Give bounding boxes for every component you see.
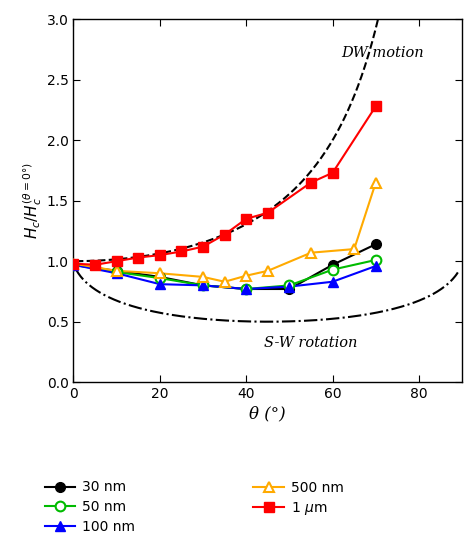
Text: S-W rotation: S-W rotation [264, 336, 358, 351]
X-axis label: θ (°): θ (°) [249, 405, 286, 422]
Text: DW motion: DW motion [341, 46, 424, 60]
Y-axis label: $H_c/H_c^{(\theta=0\degree)}$: $H_c/H_c^{(\theta=0\degree)}$ [20, 162, 44, 239]
Legend: 30 nm, 50 nm, 100 nm: 30 nm, 50 nm, 100 nm [45, 480, 136, 533]
Legend: 500 nm, 1 $\mu$m: 500 nm, 1 $\mu$m [254, 480, 344, 517]
